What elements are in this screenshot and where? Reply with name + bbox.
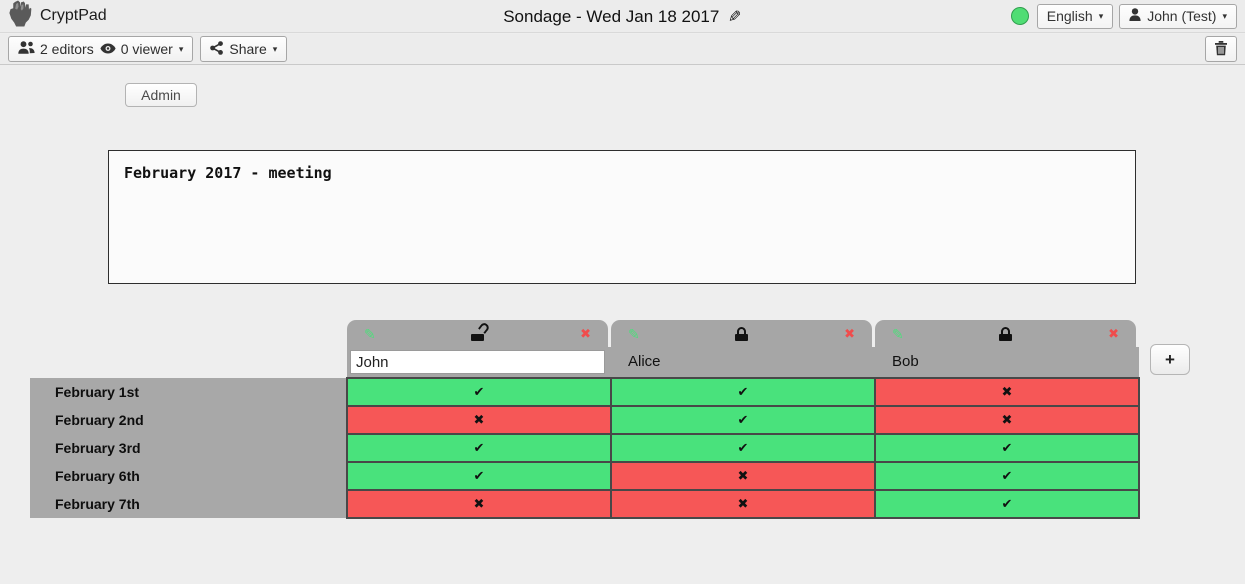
lock-body (471, 333, 485, 341)
top-toolbar: CryptPad Sondage - Wed Jan 18 2017 ✎ Eng… (0, 0, 1245, 33)
column-name-label: Alice (628, 353, 661, 370)
admin-button[interactable]: Admin (125, 83, 197, 107)
collaborators-group: 2 editors 0 viewer ▾ (8, 36, 288, 62)
user-label: John (Test) (1147, 8, 1217, 24)
vote-cell[interactable]: ✔ (874, 461, 1140, 491)
share-dropdown[interactable]: Share ▾ (200, 36, 288, 62)
viewers-count-label: 0 viewer (120, 41, 173, 57)
column-name-input[interactable] (350, 350, 605, 374)
vote-cell[interactable]: ✔ (874, 433, 1140, 463)
lock-shackle (478, 320, 491, 334)
viewers-segment: 0 viewer (100, 41, 173, 57)
column-name-cell (347, 347, 611, 377)
vote-cell[interactable]: ✔ (346, 377, 612, 407)
remove-column-icon[interactable]: ✖ (580, 326, 591, 341)
vote-cell[interactable]: ✖ (610, 489, 876, 519)
editors-segment: 2 editors (18, 41, 94, 57)
doc-title-wrap: Sondage - Wed Jan 18 2017 ✎ (0, 0, 1245, 33)
poll-description-textarea[interactable] (108, 150, 1136, 284)
column-tab: ✎ ✖ (875, 320, 1136, 347)
share-label: Share (229, 41, 267, 57)
lock-body (999, 333, 1013, 341)
row-label: February 7th (30, 490, 347, 518)
user-menu-dropdown[interactable]: John (Test) ▾ (1119, 3, 1237, 29)
editors-viewers-dropdown[interactable]: 2 editors 0 viewer ▾ (8, 36, 194, 62)
column-name-label: Bob (892, 353, 919, 370)
row-label: February 2nd (30, 406, 347, 434)
poll-row: February 2nd ✖ ✔ ✖ (30, 405, 1140, 435)
trash-button[interactable] (1205, 36, 1237, 62)
second-toolbar: 2 editors 0 viewer ▾ (0, 34, 1245, 65)
poll-row: February 7th ✖ ✖ ✔ (30, 489, 1140, 519)
poll-row: February 1st ✔ ✔ ✖ (30, 377, 1140, 407)
editors-users-icon (18, 41, 35, 57)
add-column-button[interactable]: + (1150, 344, 1190, 375)
rename-pencil-icon[interactable]: ✎ (728, 8, 742, 26)
poll-grid: February 1st ✔ ✔ ✖ February 2nd ✖ ✔ ✖ February 3… (30, 377, 1140, 519)
vote-cell[interactable]: ✖ (610, 461, 876, 491)
chevron-down-icon: ▾ (272, 43, 278, 54)
column-name-cell: Bob (875, 347, 1139, 377)
edit-column-icon[interactable]: ✎ (892, 325, 904, 342)
remove-column-icon[interactable]: ✖ (844, 326, 855, 341)
chevron-down-icon: ▾ (1222, 10, 1227, 21)
editors-count-label: 2 editors (40, 41, 94, 57)
language-label: English (1046, 8, 1093, 24)
cryptpad-fist-logo-icon (8, 0, 32, 32)
toolbar-right: English ▾ John (Test) ▾ (1010, 3, 1245, 29)
vote-cell[interactable]: ✖ (874, 377, 1140, 407)
document-title[interactable]: Sondage - Wed Jan 18 2017 (503, 6, 720, 26)
poll-row: February 6th ✔ ✖ ✔ (30, 461, 1140, 491)
remove-column-icon[interactable]: ✖ (1108, 326, 1119, 341)
lock-shackle (1001, 326, 1011, 336)
vote-cell[interactable]: ✔ (874, 489, 1140, 519)
trash-icon (1214, 40, 1228, 59)
status-indicator (1010, 7, 1029, 25)
row-label: February 3rd (30, 434, 347, 462)
lock-icon[interactable] (999, 326, 1013, 341)
poll-name-row: Alice Bob (347, 347, 1139, 377)
language-dropdown[interactable]: English ▾ (1036, 3, 1114, 29)
vote-cell[interactable]: ✖ (874, 405, 1140, 435)
row-label: February 1st (30, 378, 347, 406)
brand: CryptPad (0, 0, 107, 32)
app-title: CryptPad (40, 7, 107, 24)
vote-cell[interactable]: ✖ (346, 489, 612, 519)
lock-body (735, 333, 749, 341)
lock-icon[interactable] (735, 326, 749, 341)
edit-column-icon[interactable]: ✎ (628, 325, 640, 342)
unlock-icon[interactable] (471, 320, 491, 341)
viewers-eye-icon (100, 41, 116, 57)
column-name-cell: Alice (611, 347, 875, 377)
chevron-down-icon: ▾ (178, 43, 184, 54)
poll-row: February 3rd ✔ ✔ ✔ (30, 433, 1140, 463)
user-icon (1129, 8, 1141, 24)
vote-cell[interactable]: ✔ (610, 405, 876, 435)
edit-column-icon[interactable]: ✎ (364, 325, 376, 342)
vote-cell[interactable]: ✖ (346, 405, 612, 435)
column-tab: ✎ ✖ (611, 320, 872, 347)
row-label: February 6th (30, 462, 347, 490)
vote-cell[interactable]: ✔ (346, 433, 612, 463)
vote-cell[interactable]: ✔ (610, 433, 876, 463)
poll-grid-body: February 1st ✔ ✔ ✖ February 2nd ✖ ✔ ✖ February 3… (30, 377, 1140, 519)
vote-cell[interactable]: ✔ (610, 377, 876, 407)
column-tab: ✎ ✖ (347, 320, 608, 347)
share-icon (210, 40, 224, 58)
vote-cell[interactable]: ✔ (346, 461, 612, 491)
lock-shackle (737, 326, 747, 336)
poll-column-tabs: ✎ ✖ ✎ ✖ ✎ ✖ (347, 320, 1136, 347)
chevron-down-icon: ▾ (1098, 10, 1104, 21)
